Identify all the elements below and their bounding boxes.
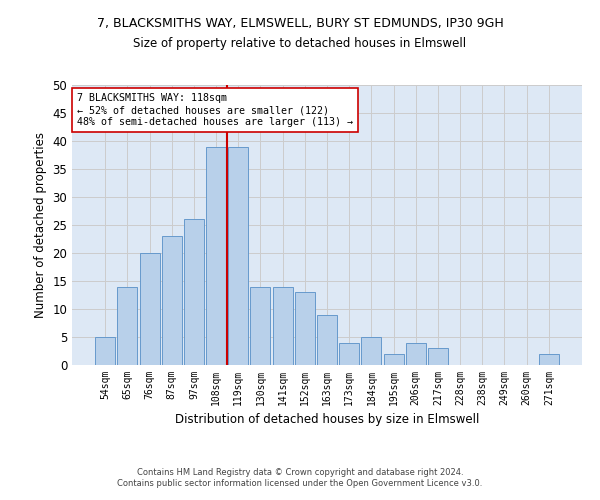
Bar <box>162 236 182 365</box>
Text: Size of property relative to detached houses in Elmswell: Size of property relative to detached ho… <box>133 38 467 51</box>
Bar <box>206 146 226 365</box>
Bar <box>339 342 359 365</box>
Bar <box>406 342 426 365</box>
Text: Contains HM Land Registry data © Crown copyright and database right 2024.
Contai: Contains HM Land Registry data © Crown c… <box>118 468 482 487</box>
Bar <box>250 286 271 365</box>
X-axis label: Distribution of detached houses by size in Elmswell: Distribution of detached houses by size … <box>175 414 479 426</box>
Bar <box>118 286 137 365</box>
Bar <box>317 314 337 365</box>
Bar <box>95 337 115 365</box>
Bar <box>295 292 315 365</box>
Bar <box>140 253 160 365</box>
Bar <box>228 146 248 365</box>
Bar <box>539 354 559 365</box>
Bar <box>361 337 382 365</box>
Bar <box>428 348 448 365</box>
Y-axis label: Number of detached properties: Number of detached properties <box>34 132 47 318</box>
Text: 7, BLACKSMITHS WAY, ELMSWELL, BURY ST EDMUNDS, IP30 9GH: 7, BLACKSMITHS WAY, ELMSWELL, BURY ST ED… <box>97 18 503 30</box>
Text: 7 BLACKSMITHS WAY: 118sqm
← 52% of detached houses are smaller (122)
48% of semi: 7 BLACKSMITHS WAY: 118sqm ← 52% of detac… <box>77 94 353 126</box>
Bar <box>272 286 293 365</box>
Bar <box>184 220 204 365</box>
Bar <box>383 354 404 365</box>
